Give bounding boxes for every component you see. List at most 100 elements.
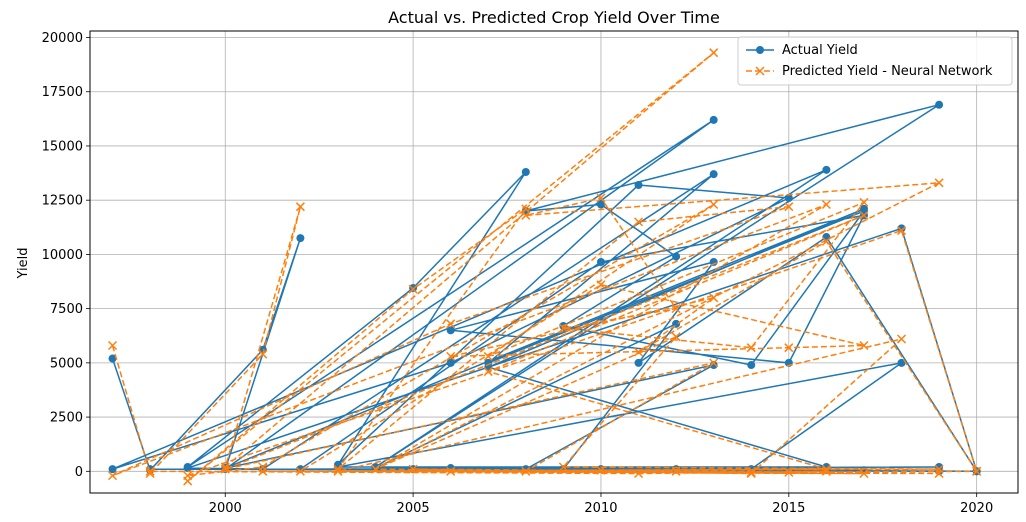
y-tick-label: 15000: [42, 139, 83, 154]
actual-yield-point: [709, 170, 718, 179]
predicted-yield-point: [596, 465, 606, 475]
predicted-yield-point: [671, 332, 681, 342]
predicted-yield-point: [746, 467, 756, 477]
predicted-yield-point: [859, 468, 869, 479]
predicted-yield-point: [258, 349, 268, 359]
predicted-yield-point: [408, 464, 418, 474]
chart-title: Actual vs. Predicted Crop Yield Over Tim…: [388, 8, 720, 27]
predicted-yield-point: [896, 226, 907, 236]
x-tick-label: 2000: [209, 501, 242, 516]
predicted-yield-point: [821, 236, 831, 246]
predicted-yield-point: [333, 464, 343, 474]
predicted-yield-point: [521, 210, 531, 220]
predicted-yield-point: [859, 340, 869, 351]
predicted-yield-point: [596, 193, 606, 203]
predicted-yield-point: [634, 217, 644, 227]
predicted-yield-point: [258, 466, 268, 476]
predicted-yield-point: [145, 468, 155, 479]
predicted-yield-point: [821, 464, 831, 474]
predicted-yield-point: [709, 48, 719, 58]
actual-yield-point: [446, 358, 455, 367]
actual-yield-point: [935, 100, 944, 109]
predicted-yield-point: [371, 464, 381, 474]
predicted-yield-point: [972, 466, 982, 476]
actual-yield-point: [784, 194, 793, 203]
predicted-yield-point: [859, 197, 869, 207]
legend-label-actual: Actual Yield: [782, 43, 858, 58]
predicted-yield-point: [408, 284, 418, 294]
legend-marker-actual: [756, 46, 764, 54]
predicted-yield-point: [558, 462, 568, 472]
plot-area: [108, 48, 982, 486]
predicted-yield-point: [446, 351, 456, 361]
y-tick-label: 17500: [42, 85, 83, 100]
actual-yield-point: [108, 465, 117, 474]
actual-yield-point: [709, 115, 718, 124]
actual-yield-point: [634, 358, 643, 367]
predicted-yield-point: [108, 340, 118, 351]
predicted-yield-point: [483, 351, 493, 361]
legend-marker-predicted: [755, 66, 765, 76]
x-tick-label: 2015: [772, 501, 805, 516]
predicted-yield-point: [934, 178, 944, 188]
actual-yield-point: [634, 181, 643, 189]
predicted-yield-point: [521, 466, 531, 476]
actual-yield-point: [859, 204, 868, 213]
predicted-yield-point: [220, 464, 230, 474]
predicted-yield-point: [671, 304, 681, 314]
x-tick-label: 2020: [960, 501, 993, 516]
predicted-yield-point: [746, 468, 756, 479]
actual-yield-point: [446, 326, 455, 335]
y-axis-label: Yield: [16, 248, 31, 280]
actual-yield-point: [596, 258, 605, 266]
y-tick-label: 10000: [42, 248, 83, 263]
legend: Actual Yield Predicted Yield - Neural Net…: [737, 36, 1013, 86]
predicted-yield-point: [446, 466, 456, 476]
axis-ticks: 2000 2005 2010 2015 2020 0 2500 5000 7500 10000 12…: [42, 31, 994, 516]
predicted-yield-point: [709, 293, 719, 303]
predicted-yield-point: [483, 367, 493, 377]
actual-yield-point: [897, 358, 906, 367]
y-tick-label: 2500: [50, 411, 83, 426]
predicted-yield-point: [709, 199, 719, 210]
predicted-yield-point: [634, 347, 644, 357]
predicted-yield-point: [934, 468, 944, 479]
actual-yield-point: [672, 252, 681, 261]
y-tick-label: 12500: [42, 194, 83, 209]
predicted-yield-point: [220, 462, 230, 472]
plot-frame: [89, 30, 1019, 494]
y-tick-label: 20000: [42, 31, 83, 46]
predicted-yield-point: [333, 466, 343, 476]
predicted-yield-point: [709, 358, 719, 368]
y-tick-label: 7500: [50, 302, 83, 317]
predicted-yield-point: [634, 468, 644, 479]
predicted-yield-point: [521, 204, 531, 214]
actual-yield-point: [371, 464, 380, 473]
actual-yield-point: [521, 167, 530, 176]
actual-yield-point: [296, 234, 305, 243]
y-tick-label: 0: [75, 465, 83, 480]
predicted-yield-point: [183, 471, 193, 481]
x-tick-label: 2005: [397, 501, 430, 516]
predicted-yield-point: [896, 334, 907, 344]
predicted-yield-point: [821, 199, 831, 210]
actual-yield-point: [747, 361, 756, 370]
predicted-yield-point: [558, 323, 568, 333]
predicted-yield-point: [671, 466, 681, 476]
predicted-yield-point: [784, 467, 794, 477]
y-tick-label: 5000: [50, 356, 83, 371]
legend-label-predicted: Predicted Yield - Neural Network: [782, 64, 993, 79]
legend-box: [737, 36, 1013, 86]
predicted-yield-point: [295, 466, 305, 476]
predicted-yield-point: [784, 202, 794, 212]
predicted-yield-point: [446, 319, 456, 329]
actual-yield-point: [897, 224, 906, 233]
actual-yield-point: [183, 464, 192, 473]
predicted-yield-point: [784, 343, 794, 353]
predicted-yield-point: [859, 210, 869, 220]
predicted-yield-point: [145, 466, 155, 476]
predicted-yield-point: [295, 202, 305, 212]
actual-yield-point: [596, 200, 605, 209]
actual-yield-point: [108, 354, 117, 363]
